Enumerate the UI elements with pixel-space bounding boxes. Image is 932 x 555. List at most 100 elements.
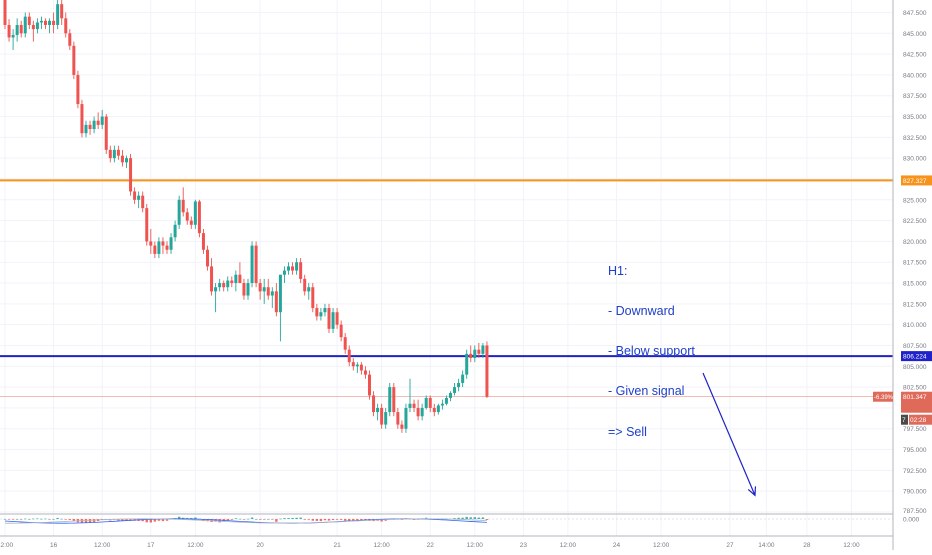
oscillator-bar — [258, 519, 262, 520]
oscillator-bar — [263, 519, 266, 520]
candle-body — [388, 387, 392, 413]
candle-body — [412, 403, 416, 408]
oscillator-bar — [40, 518, 43, 520]
candle-body — [311, 287, 315, 309]
candle-body — [104, 116, 108, 150]
candle-body — [465, 353, 469, 375]
oscillator-bar — [121, 519, 124, 521]
candle-body — [331, 312, 335, 329]
oscillator-bar — [186, 517, 189, 519]
candle-body — [449, 392, 452, 398]
candle-body — [23, 16, 27, 34]
time-tick-label: 12:00 — [187, 542, 204, 549]
candle-body — [380, 407, 384, 425]
time-tick-label: 12:00 — [467, 542, 484, 549]
candle-body — [319, 312, 323, 317]
candle-body — [52, 20, 56, 25]
candle-body — [44, 20, 47, 25]
candle-body — [408, 403, 412, 408]
candle-body — [92, 120, 96, 130]
support-tag-label: 806.224 — [903, 354, 927, 361]
candle-body — [72, 45, 76, 75]
candle-body — [339, 324, 343, 338]
candle-body — [230, 280, 234, 284]
candle-body — [201, 233, 205, 250]
candle-body — [327, 308, 331, 329]
oscillator-bar — [344, 519, 347, 521]
candle-body — [363, 370, 367, 375]
oscillator-bar — [44, 518, 47, 520]
note-line-signal: - Given signal — [608, 384, 685, 399]
oscillator-top-label: 787.500 — [903, 508, 927, 515]
candle-body — [274, 291, 278, 313]
time-tick-label: 12:00 — [374, 542, 391, 549]
oscillator-bar — [226, 519, 229, 521]
oscillator-bar — [481, 517, 485, 519]
candle-body — [384, 412, 388, 425]
oscillator-bar — [129, 519, 132, 521]
candle-body — [457, 382, 461, 388]
candle-body — [246, 283, 250, 296]
small-tag — [901, 414, 908, 425]
price-tick-label: 790.000 — [903, 489, 927, 496]
candle-body — [303, 278, 307, 292]
oscillator-bar — [283, 518, 286, 519]
candle-body — [161, 241, 165, 246]
candle-body — [84, 124, 88, 134]
candle-body — [254, 245, 258, 284]
oscillator-bar — [453, 518, 456, 519]
resistance-tag — [901, 175, 932, 186]
time-tick-label: 12:00 — [843, 542, 860, 549]
candle-body — [444, 397, 448, 404]
time-tick-label: 27 — [726, 542, 734, 549]
current-price-tag — [901, 391, 932, 413]
candle-body — [116, 149, 120, 156]
candle-body — [112, 149, 116, 159]
time-tick-label: 22 — [427, 542, 435, 549]
price-tick-label: 822.500 — [903, 218, 927, 225]
oscillator-bar — [11, 519, 15, 520]
candle-body — [461, 374, 465, 383]
oscillator-bar — [52, 519, 55, 520]
oscillator-bar — [267, 519, 270, 520]
candle-body — [76, 74, 80, 105]
price-tick-label: 847.500 — [903, 10, 927, 17]
price-tick-label: 805.000 — [903, 364, 927, 371]
oscillator-bar — [117, 519, 120, 521]
candle-body — [392, 387, 396, 413]
oscillator-bar — [64, 519, 67, 520]
candle-body — [145, 208, 149, 242]
candle-body — [149, 241, 153, 246]
candle-body — [359, 364, 363, 371]
oscillator-bar — [250, 517, 254, 519]
oscillator-zero-label: 0.000 — [903, 517, 920, 524]
price-tick-label: 830.000 — [903, 156, 927, 163]
oscillator-bar — [177, 516, 181, 519]
oscillator-bar — [218, 519, 221, 523]
price-tick-label: 845.000 — [903, 31, 927, 38]
candle-body — [355, 364, 359, 367]
oscillator-bar — [315, 519, 319, 521]
candle-body — [396, 412, 400, 425]
candle-body — [185, 212, 189, 221]
oscillator-bar — [157, 519, 161, 521]
candle-body — [266, 287, 270, 296]
oscillator-bar — [412, 519, 416, 520]
oscillator-bar — [291, 517, 294, 519]
oscillator-bar — [182, 517, 185, 519]
candle-body — [347, 349, 351, 363]
oscillator-bar — [230, 519, 233, 520]
candle-body — [469, 353, 473, 358]
oscillator-bar — [323, 519, 327, 521]
support-tag — [901, 351, 932, 362]
candle-body — [173, 224, 177, 238]
time-tick-label: 16 — [50, 542, 58, 549]
candle-body — [368, 374, 371, 396]
candle-body — [432, 407, 436, 413]
price-tick-label: 825.000 — [903, 197, 927, 204]
oscillator-bar — [287, 518, 290, 519]
oscillator-bar — [145, 519, 148, 523]
oscillator-bar — [295, 517, 298, 519]
